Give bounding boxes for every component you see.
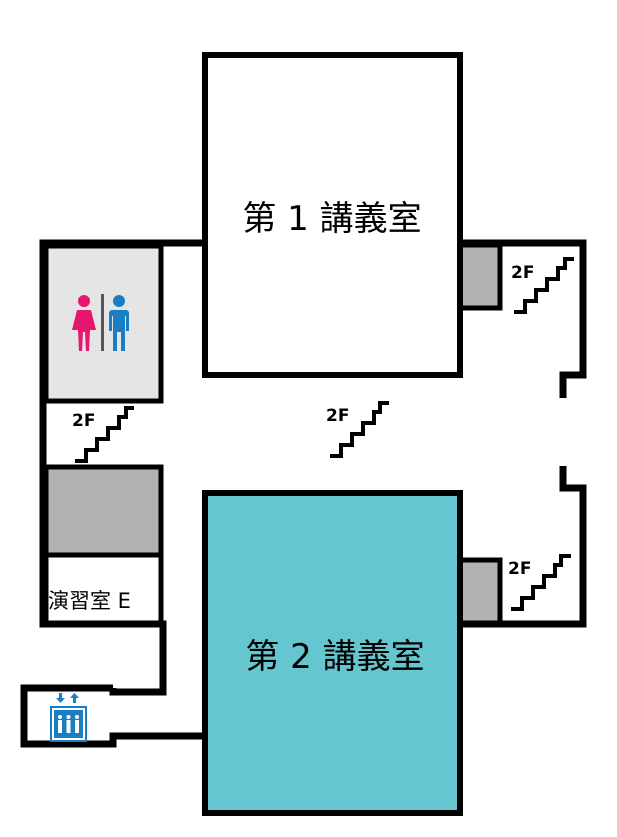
stairs-up-icon xyxy=(330,401,389,458)
stairs-right-upper: 2F xyxy=(511,257,574,314)
stairs-center: 2F xyxy=(326,401,389,458)
stairs-left: 2F xyxy=(72,406,134,463)
stairs-right-lower: 2F xyxy=(508,554,571,611)
stairs-left-label: 2F xyxy=(72,411,95,431)
wall-top-left xyxy=(39,239,205,465)
male-icon xyxy=(109,295,129,351)
stairs-up-icon xyxy=(511,554,571,611)
stairs-right-upper-label: 2F xyxy=(511,263,534,283)
stairs-right-lower-label: 2F xyxy=(508,559,531,579)
storage-right-lower xyxy=(457,557,503,626)
stairs-up-icon xyxy=(75,406,134,463)
wall-elevator xyxy=(20,684,205,748)
seminar-room-e-label: 演習室 E xyxy=(48,589,131,613)
elevator-icon xyxy=(50,693,87,742)
storage-left xyxy=(43,464,164,558)
wall-right-lower xyxy=(460,466,587,628)
seminar-room-e xyxy=(43,552,164,626)
female-icon xyxy=(72,295,96,351)
lecture-room-2-label: 第 2 講義室 xyxy=(245,637,424,677)
stairs-center-label: 2F xyxy=(326,406,349,426)
walls xyxy=(20,239,587,748)
lecture-room-1-label: 第 1 講義室 xyxy=(242,199,421,239)
wall-right-upper xyxy=(460,239,587,398)
lecture-room-1 xyxy=(202,52,463,378)
lecture-room-2 xyxy=(202,490,463,816)
restroom-divider xyxy=(101,294,104,351)
stairs-up-icon xyxy=(514,257,574,314)
restroom-icon xyxy=(72,294,129,351)
storage-right-upper xyxy=(457,242,503,311)
